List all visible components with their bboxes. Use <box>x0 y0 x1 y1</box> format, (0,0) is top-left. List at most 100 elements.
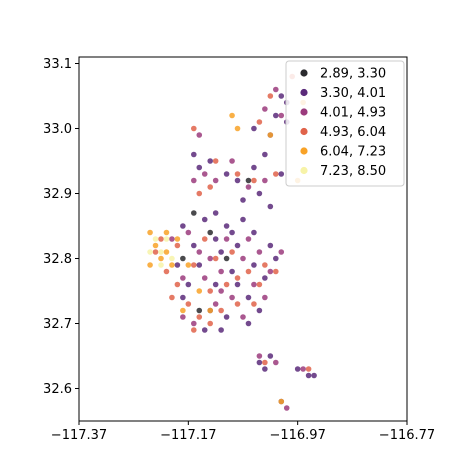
data-point-series-3 <box>256 119 263 125</box>
y-tick-label: 33.1 <box>43 57 72 72</box>
data-point-series-3 <box>305 366 312 372</box>
data-point-series-0 <box>191 210 197 216</box>
data-point-series-2 <box>240 255 246 262</box>
data-point-series-4 <box>234 125 241 132</box>
data-point-series-2 <box>223 236 230 242</box>
data-point-series-5 <box>152 236 159 242</box>
data-point-series-3 <box>234 171 241 177</box>
data-point-series-3 <box>152 249 159 255</box>
y-tick-label: 32.6 <box>43 382 72 397</box>
data-point-series-3 <box>234 301 241 307</box>
data-point-series-1 <box>196 164 203 171</box>
data-point-series-1 <box>180 223 186 229</box>
data-point-series-5 <box>147 249 153 255</box>
data-point-series-4 <box>278 398 285 405</box>
data-point-series-5 <box>158 262 164 268</box>
data-point-series-3 <box>185 301 192 307</box>
data-point-series-1 <box>223 171 230 177</box>
data-point-series-4 <box>152 242 159 249</box>
data-point-series-3 <box>262 262 268 268</box>
data-point-series-3 <box>262 359 268 366</box>
y-tick-label: 32.9 <box>43 187 72 202</box>
data-point-series-4 <box>267 132 274 138</box>
y-tick-label: 32.7 <box>43 317 72 332</box>
data-point-series-1 <box>267 353 274 359</box>
data-point-series-3 <box>229 249 235 255</box>
data-point-series-1 <box>207 158 213 164</box>
data-point-series-3 <box>273 268 279 275</box>
data-point-series-2 <box>267 268 274 275</box>
data-point-series-1 <box>251 229 257 236</box>
data-point-series-2 <box>201 171 208 177</box>
data-point-series-3 <box>191 327 197 333</box>
data-point-series-2 <box>229 158 235 164</box>
data-point-series-2 <box>212 177 219 184</box>
data-point-series-1 <box>212 210 219 216</box>
data-point-series-1 <box>196 262 203 268</box>
axes-frame <box>78 56 408 422</box>
data-point-series-4 <box>169 262 175 268</box>
data-point-series-4 <box>174 236 181 242</box>
legend-marker <box>300 147 308 155</box>
legend-marker <box>300 166 308 175</box>
data-point-series-3 <box>256 281 263 288</box>
data-point-series-3 <box>212 255 219 262</box>
data-point-series-4 <box>163 229 170 236</box>
data-point-series-1 <box>212 281 219 288</box>
data-point-series-2 <box>191 320 197 327</box>
legend-marker <box>300 88 308 97</box>
data-point-series-2 <box>262 177 268 184</box>
data-point-series-1 <box>278 171 285 177</box>
data-point-series-1 <box>311 372 317 379</box>
data-point-series-2 <box>196 132 203 138</box>
data-point-series-1 <box>240 197 246 203</box>
data-point-series-1 <box>273 255 279 262</box>
data-point-series-2 <box>273 359 279 366</box>
data-point-series-1 <box>229 229 235 236</box>
data-point-series-1 <box>180 294 186 301</box>
data-point-series-4 <box>196 288 203 294</box>
data-point-series-2 <box>240 314 246 320</box>
data-point-series-1 <box>273 112 279 119</box>
data-point-series-1 <box>251 164 257 171</box>
data-point-series-1 <box>234 242 241 249</box>
data-point-series-2 <box>245 184 252 190</box>
data-point-series-2 <box>245 236 252 242</box>
data-point-series-3 <box>158 236 164 242</box>
data-point-series-1 <box>267 203 274 210</box>
data-point-series-1 <box>251 262 257 268</box>
legend-label: 2.89, 3.30 <box>320 67 386 82</box>
data-point-series-2 <box>262 106 268 112</box>
data-point-series-4 <box>207 307 213 314</box>
legend-label: 4.01, 4.93 <box>320 106 386 121</box>
data-point-series-4 <box>147 229 153 236</box>
data-point-series-1 <box>278 93 285 99</box>
data-point-series-1 <box>245 320 252 327</box>
data-point-series-3 <box>251 177 257 184</box>
data-point-series-1 <box>229 268 235 275</box>
legend-label: 6.04, 7.23 <box>320 145 386 160</box>
data-point-series-1 <box>223 223 230 229</box>
x-tick-label: −117.17 <box>160 428 216 443</box>
legend-marker <box>300 108 308 116</box>
legend-label: 4.93, 6.04 <box>320 125 386 140</box>
data-point-series-2 <box>196 249 203 255</box>
data-point-series-3 <box>196 314 203 320</box>
data-point-series-1 <box>251 125 257 132</box>
data-point-series-2 <box>278 249 285 255</box>
data-point-series-1 <box>201 216 208 223</box>
data-point-series-1 <box>234 281 241 288</box>
data-point-series-2 <box>283 405 290 411</box>
data-point-series-3 <box>207 184 213 190</box>
data-point-series-1 <box>305 372 312 379</box>
data-point-series-3 <box>174 242 181 249</box>
data-point-series-2 <box>218 268 224 275</box>
data-point-series-0 <box>180 255 186 262</box>
data-point-series-0 <box>196 307 203 314</box>
data-point-series-3 <box>207 320 213 327</box>
data-point-series-1 <box>262 151 268 158</box>
data-point-series-3 <box>163 268 170 275</box>
data-point-series-1 <box>212 236 219 242</box>
data-point-series-2 <box>278 112 285 119</box>
